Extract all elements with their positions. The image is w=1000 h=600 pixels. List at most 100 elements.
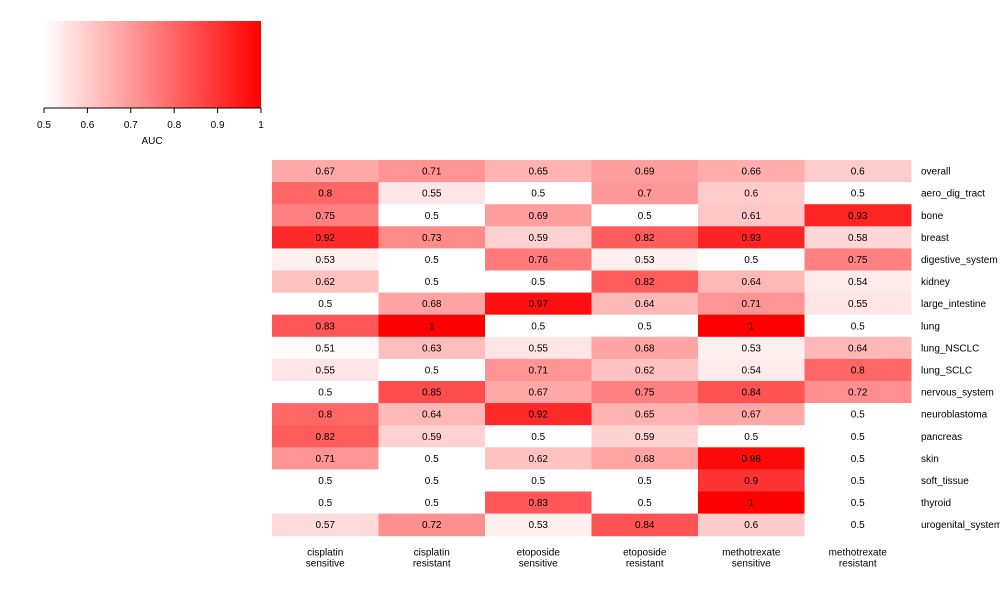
cell-value-label: 0.72 <box>422 520 442 531</box>
cell-value-label: 0.5 <box>851 189 865 200</box>
column-label: sensitive <box>306 559 345 570</box>
cell-value-label: 0.93 <box>742 233 762 244</box>
heatmap-cell <box>378 513 486 537</box>
heatmap-cell <box>591 491 699 515</box>
column-label: cisplatin <box>414 548 450 559</box>
heatmap-cell <box>591 513 699 537</box>
cell-value-label: 0.5 <box>851 520 865 531</box>
heatmap-cell <box>485 336 592 360</box>
cell-value-label: 0.68 <box>635 343 655 354</box>
heatmap-cell <box>591 160 699 183</box>
cell-value-label: 0.73 <box>422 233 442 244</box>
colorbar-tick-label: 0.6 <box>80 120 94 131</box>
column-label: methotrexate <box>829 548 888 559</box>
cell-value-label: 0.5 <box>638 321 652 332</box>
column-label: etoposide <box>623 548 667 559</box>
heatmap-cell <box>272 358 379 382</box>
cell-value-label: 1 <box>429 321 435 332</box>
cell-value-label: 0.64 <box>635 299 655 310</box>
heatmap-cell <box>804 447 912 470</box>
colorbar-gradient <box>44 21 261 108</box>
cell-value-label: 0.65 <box>635 410 655 421</box>
heatmap-cell <box>698 270 805 294</box>
heatmap-cell <box>378 248 486 271</box>
cell-value-label: 0.5 <box>851 498 865 509</box>
heatmap-cell <box>698 314 805 338</box>
heatmap-cell <box>272 381 379 404</box>
heatmap-cell <box>272 513 379 537</box>
heatmap-cell <box>485 248 592 271</box>
cell-value-label: 0.67 <box>316 167 336 178</box>
cell-value-label: 0.66 <box>742 167 762 178</box>
row-label: soft_tissue <box>921 476 969 487</box>
cell-value-label: 0.5 <box>425 365 439 376</box>
heatmap-cell <box>485 358 592 382</box>
heatmap: 0.67 0.71 0.65 0.69 0.66 0.6 0.8 0.55 0.5 0.7 0.6 0… <box>272 160 1000 570</box>
column-label: etoposide <box>517 548 561 559</box>
cell-value-label: 0.9 <box>744 476 758 487</box>
heatmap-cell <box>378 425 486 448</box>
heatmap-cell <box>804 292 912 316</box>
heatmap-cell <box>378 182 486 205</box>
cell-value-label: 0.59 <box>529 233 549 244</box>
cell-value-label: 0.5 <box>425 211 439 222</box>
cell-value-label: 0.64 <box>848 343 868 354</box>
cell-value-label: 0.67 <box>529 388 549 399</box>
cell-value-label: 0.5 <box>851 410 865 421</box>
heatmap-cell <box>378 226 486 249</box>
heatmap-cell <box>485 270 592 294</box>
heatmap-cell <box>272 160 379 183</box>
heatmap-cell <box>485 447 592 470</box>
cell-value-label: 0.51 <box>316 343 336 354</box>
heatmap-cell <box>378 314 486 338</box>
cell-value-label: 0.75 <box>316 211 336 222</box>
cell-value-label: 0.5 <box>851 432 865 443</box>
heatmap-cell <box>272 226 379 249</box>
heatmap-cell <box>378 491 486 515</box>
heatmap-cell <box>591 403 699 426</box>
heatmap-cell <box>591 182 699 205</box>
heatmap-cell <box>804 469 912 492</box>
cell-value-label: 0.71 <box>529 365 549 376</box>
heatmap-cell <box>804 491 912 515</box>
heatmap-cell <box>698 513 805 537</box>
heatmap-cell <box>272 425 379 448</box>
heatmap-cell <box>485 160 592 183</box>
cell-value-label: 0.8 <box>318 189 332 200</box>
cell-value-label: 0.75 <box>635 388 655 399</box>
cell-value-label: 0.83 <box>529 498 549 509</box>
cell-value-label: 0.5 <box>318 299 332 310</box>
cell-value-label: 0.68 <box>422 299 442 310</box>
cell-value-label: 0.5 <box>425 255 439 266</box>
heatmap-cell <box>378 358 486 382</box>
heatmap-cell <box>591 248 699 271</box>
cell-value-label: 0.71 <box>422 167 442 178</box>
cell-value-label: 0.8 <box>318 410 332 421</box>
column-label: sensitive <box>519 559 558 570</box>
cell-value-label: 0.92 <box>316 233 336 244</box>
cell-value-label: 0.5 <box>531 476 545 487</box>
cell-value-label: 0.54 <box>742 365 762 376</box>
heatmap-cell <box>804 381 912 404</box>
heatmap-cell <box>272 182 379 205</box>
heatmap-cell <box>591 270 699 294</box>
heatmap-cell <box>698 248 805 271</box>
heatmap-cell <box>698 292 805 316</box>
cell-value-label: 0.5 <box>425 454 439 465</box>
cell-value-label: 0.5 <box>851 454 865 465</box>
heatmap-cell <box>698 491 805 515</box>
heatmap-cell <box>272 248 379 271</box>
cell-value-label: 0.55 <box>316 365 336 376</box>
row-label: digestive_system <box>921 255 998 266</box>
colorbar-tick-label: 0.7 <box>124 120 138 131</box>
heatmap-cell <box>378 160 486 183</box>
row-label: lung_NSCLC <box>921 343 979 354</box>
column-label: resistant <box>413 559 451 570</box>
cell-value-label: 0.5 <box>318 498 332 509</box>
heatmap-cell <box>804 513 912 537</box>
heatmap-cell <box>804 204 912 227</box>
row-label: thyroid <box>921 498 951 509</box>
heatmap-cell <box>272 447 379 470</box>
heatmap-cell <box>804 226 912 249</box>
row-label: nervous_system <box>921 388 994 399</box>
